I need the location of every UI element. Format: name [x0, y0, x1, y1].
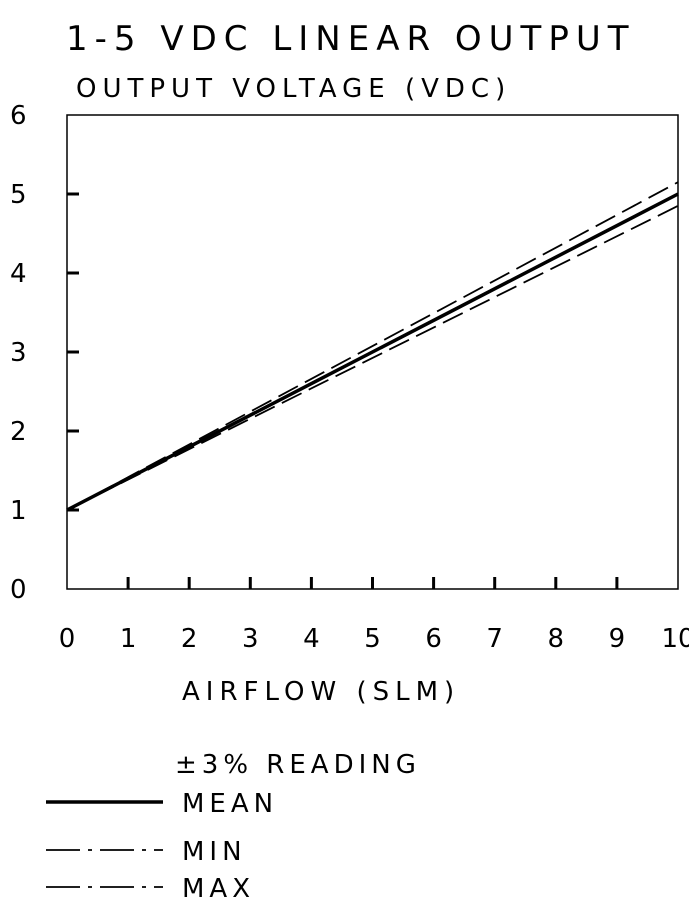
x-tick-label: 0 [59, 624, 76, 654]
series-line-mean [66, 192, 679, 512]
chart-title: 1-5 VDC LINEAR OUTPUT [66, 19, 635, 59]
x-tick-label: 10 [661, 624, 689, 654]
y-tick-label: 5 [10, 180, 27, 210]
y-tick-label: 1 [10, 496, 27, 526]
y-tick-label: 3 [10, 338, 27, 368]
x-tick-label: 4 [303, 624, 320, 654]
legend-title: ±3% READING [175, 750, 421, 780]
series-line-min [66, 205, 679, 511]
y-tick-label: 6 [10, 101, 27, 131]
y-tick-label: 0 [10, 575, 27, 605]
x-tick-label: 2 [181, 624, 198, 654]
series-line-max [66, 181, 679, 511]
y-axis-label: OUTPUT VOLTAGE (VDC) [76, 74, 511, 104]
y-tick-label: 4 [10, 259, 27, 289]
x-tick-label: 3 [242, 624, 259, 654]
series-layer [66, 181, 679, 512]
x-tick-label: 6 [425, 624, 442, 654]
legend-label-max: MAX [182, 874, 255, 902]
ticks: 0 1 2 3 4 5 6 7 8 9 10 0 1 2 3 4 5 6 [10, 101, 689, 654]
legend: ±3% READING MEAN MIN MAX [46, 750, 421, 902]
legend-label-min: MIN [182, 837, 247, 867]
x-tick-label: 8 [548, 624, 565, 654]
x-axis-label: AIRFLOW (SLM) [182, 677, 460, 707]
x-tick-label: 9 [609, 624, 626, 654]
x-tick-label: 1 [120, 624, 137, 654]
x-tick-label: 5 [364, 624, 381, 654]
x-tick-label: 7 [486, 624, 503, 654]
y-tick-label: 2 [10, 417, 27, 447]
legend-label-mean: MEAN [182, 789, 278, 819]
